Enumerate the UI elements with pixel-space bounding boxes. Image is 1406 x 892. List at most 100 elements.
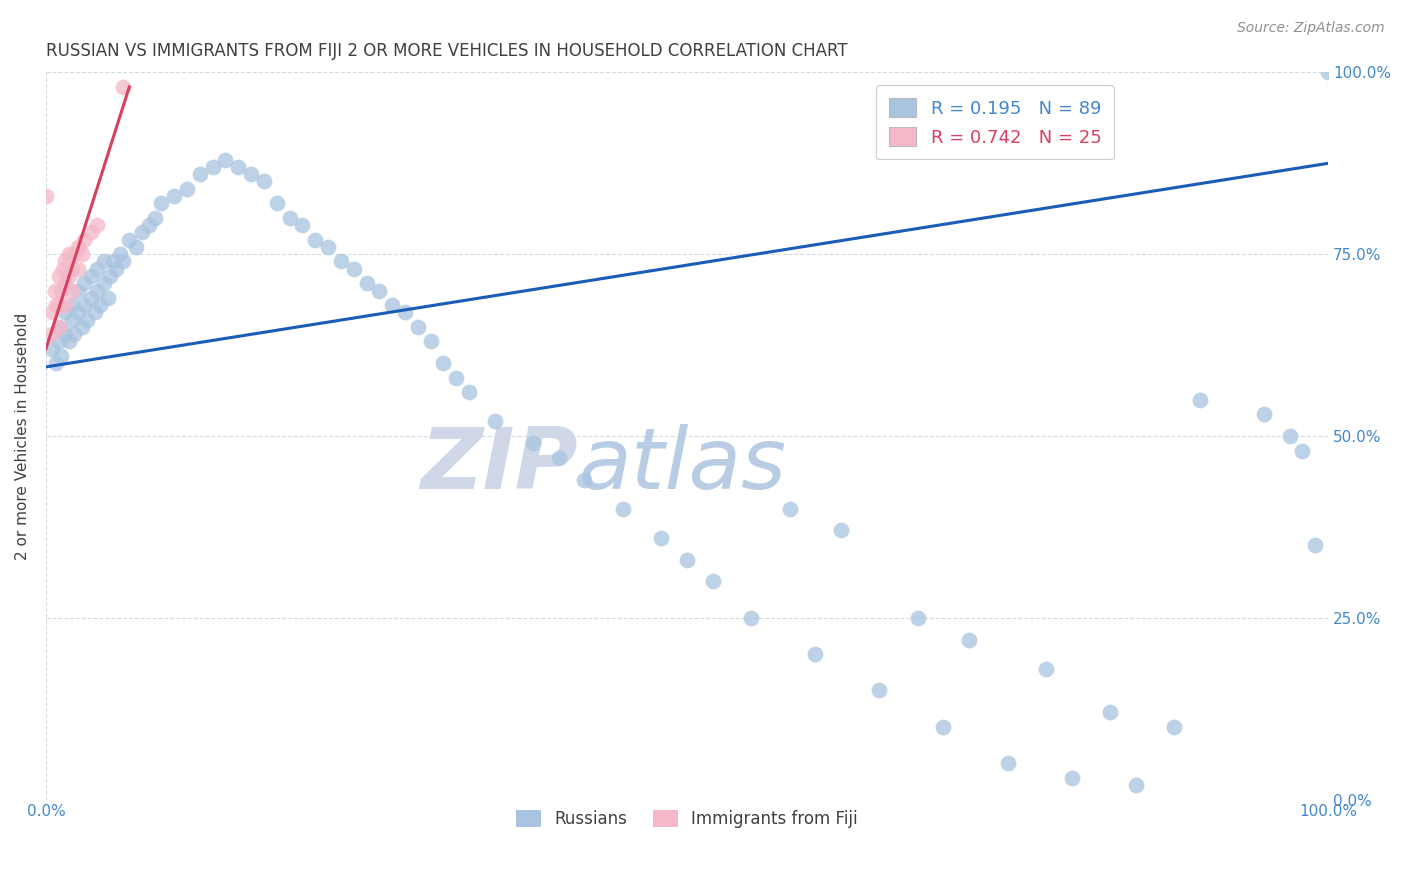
Point bbox=[804, 647, 827, 661]
Point bbox=[458, 385, 481, 400]
Point bbox=[45, 298, 67, 312]
Point bbox=[89, 298, 111, 312]
Point bbox=[779, 501, 801, 516]
Point bbox=[214, 153, 236, 167]
Point bbox=[740, 611, 762, 625]
Point bbox=[83, 305, 105, 319]
Point bbox=[70, 319, 93, 334]
Point bbox=[96, 291, 118, 305]
Point bbox=[86, 284, 108, 298]
Point bbox=[86, 218, 108, 232]
Point bbox=[1125, 778, 1147, 792]
Point bbox=[76, 312, 98, 326]
Point bbox=[957, 632, 980, 647]
Point bbox=[1253, 407, 1275, 421]
Point bbox=[53, 254, 76, 268]
Point bbox=[73, 277, 96, 291]
Point bbox=[201, 160, 224, 174]
Point bbox=[48, 268, 70, 283]
Point bbox=[48, 319, 70, 334]
Point bbox=[35, 189, 58, 203]
Point bbox=[98, 268, 121, 283]
Point bbox=[41, 305, 63, 319]
Point bbox=[574, 473, 596, 487]
Point bbox=[253, 174, 276, 188]
Point bbox=[547, 450, 569, 465]
Point bbox=[176, 182, 198, 196]
Point bbox=[240, 167, 263, 181]
Text: ZIP: ZIP bbox=[420, 424, 578, 507]
Point bbox=[316, 240, 339, 254]
Point bbox=[101, 254, 124, 268]
Point bbox=[868, 683, 890, 698]
Point bbox=[73, 233, 96, 247]
Point bbox=[45, 356, 67, 370]
Point bbox=[110, 247, 132, 261]
Point bbox=[53, 305, 76, 319]
Point bbox=[150, 196, 173, 211]
Point bbox=[48, 334, 70, 349]
Point bbox=[70, 247, 93, 261]
Point bbox=[612, 501, 634, 516]
Point bbox=[53, 298, 76, 312]
Point bbox=[93, 277, 115, 291]
Point bbox=[51, 349, 73, 363]
Point bbox=[58, 247, 80, 261]
Point bbox=[63, 327, 86, 342]
Point bbox=[44, 284, 66, 298]
Point bbox=[1035, 662, 1057, 676]
Point bbox=[997, 756, 1019, 771]
Point bbox=[48, 298, 70, 312]
Point bbox=[484, 414, 506, 428]
Point bbox=[446, 371, 468, 385]
Point bbox=[105, 261, 128, 276]
Point bbox=[932, 720, 955, 734]
Point bbox=[343, 261, 366, 276]
Point bbox=[93, 254, 115, 268]
Point bbox=[226, 160, 249, 174]
Point bbox=[52, 261, 75, 276]
Point bbox=[188, 167, 211, 181]
Point bbox=[125, 240, 148, 254]
Point bbox=[41, 342, 63, 356]
Point bbox=[1188, 392, 1211, 407]
Point bbox=[41, 327, 63, 342]
Point bbox=[60, 261, 83, 276]
Point bbox=[1278, 429, 1301, 443]
Point bbox=[86, 261, 108, 276]
Legend: Russians, Immigrants from Fiji: Russians, Immigrants from Fiji bbox=[510, 804, 865, 835]
Point bbox=[381, 298, 404, 312]
Point bbox=[118, 233, 141, 247]
Point bbox=[304, 233, 326, 247]
Point bbox=[53, 327, 76, 342]
Point bbox=[266, 196, 288, 211]
Point bbox=[131, 226, 153, 240]
Point bbox=[522, 436, 544, 450]
Point bbox=[80, 268, 103, 283]
Point bbox=[60, 298, 83, 312]
Point bbox=[432, 356, 454, 370]
Point bbox=[60, 312, 83, 326]
Point bbox=[48, 319, 70, 334]
Point bbox=[73, 298, 96, 312]
Point bbox=[356, 277, 378, 291]
Point bbox=[291, 218, 314, 232]
Point bbox=[702, 574, 724, 589]
Point bbox=[111, 79, 134, 94]
Point bbox=[406, 319, 429, 334]
Point bbox=[368, 284, 391, 298]
Point bbox=[138, 218, 160, 232]
Text: atlas: atlas bbox=[578, 424, 786, 507]
Point bbox=[53, 277, 76, 291]
Point bbox=[1163, 720, 1185, 734]
Point bbox=[143, 211, 166, 225]
Point bbox=[419, 334, 441, 349]
Point bbox=[66, 261, 89, 276]
Point bbox=[830, 524, 852, 538]
Point bbox=[80, 226, 103, 240]
Point bbox=[63, 247, 86, 261]
Point bbox=[111, 254, 134, 268]
Point bbox=[58, 334, 80, 349]
Point bbox=[676, 552, 699, 566]
Point bbox=[80, 291, 103, 305]
